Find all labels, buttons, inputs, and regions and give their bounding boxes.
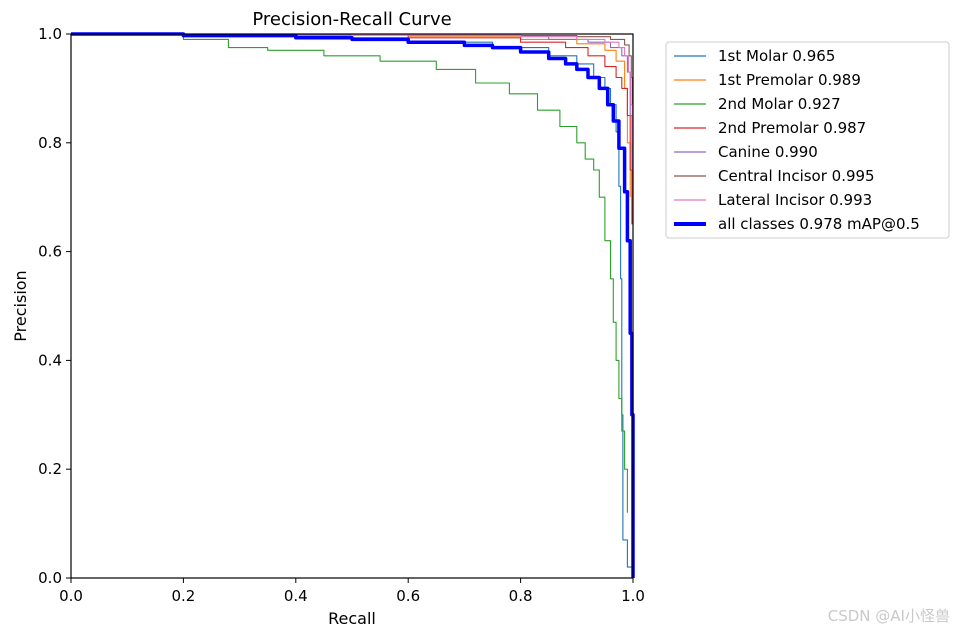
- y-tick-label: 0.0: [38, 569, 62, 587]
- legend-label: Lateral Incisor 0.993: [718, 191, 872, 209]
- y-axis-label: Precision: [11, 270, 30, 341]
- y-tick-label: 0.6: [38, 243, 62, 261]
- legend-label: 1st Molar 0.965: [718, 47, 835, 65]
- series-line-lateral-incisor: [71, 33, 633, 143]
- plot-frame: [70, 33, 634, 579]
- legend-label: Central Incisor 0.995: [718, 167, 875, 185]
- legend-items: 1st Molar 0.965 1st Premolar 0.989 2nd Mol…: [674, 47, 920, 233]
- x-tick-label: 0.4: [284, 587, 308, 605]
- legend-label: 1st Premolar 0.989: [718, 71, 861, 89]
- x-tick-label: 0.2: [171, 587, 195, 605]
- legend-label: 2nd Molar 0.927: [718, 95, 841, 113]
- y-tick-label: 1.0: [38, 25, 62, 43]
- y-tick-label: 0.8: [38, 134, 62, 152]
- series-line-2nd-molar: [71, 33, 628, 513]
- legend-label: all classes 0.978 mAP@0.5: [718, 215, 920, 233]
- x-tick-label: 0.8: [509, 587, 533, 605]
- watermark: CSDN @AI小怪兽: [827, 607, 950, 625]
- x-tick-label: 1.0: [621, 587, 645, 605]
- series-line-2nd-premolar: [71, 33, 633, 225]
- y-tick-label: 0.4: [38, 351, 62, 369]
- chart-title: Precision-Recall Curve: [252, 9, 451, 30]
- legend-label: Canine 0.990: [718, 143, 818, 161]
- y-tick-label: 0.2: [38, 460, 62, 478]
- legend-frame: [665, 41, 950, 239]
- x-axis-label: Recall: [328, 609, 376, 628]
- x-tick-label: 0.6: [396, 587, 420, 605]
- series-line-1st-premolar: [71, 33, 631, 198]
- series-layer: [71, 32, 635, 578]
- legend: 1st Molar 0.965 1st Premolar 0.989 2nd Mol…: [665, 41, 950, 239]
- x-tick-label: 0.0: [59, 587, 83, 605]
- series-line-central-incisor: [71, 33, 633, 116]
- x-axis-ticks: 0.0 0.2 0.4 0.6 0.8 1.0: [59, 578, 645, 605]
- series-line-1st-molar: [71, 33, 634, 578]
- legend-label: 2nd Premolar 0.987: [718, 119, 866, 137]
- y-axis-ticks: 0.0 0.2 0.4 0.6 0.8 1.0: [38, 25, 71, 587]
- series-line-all-classes: [71, 32, 635, 578]
